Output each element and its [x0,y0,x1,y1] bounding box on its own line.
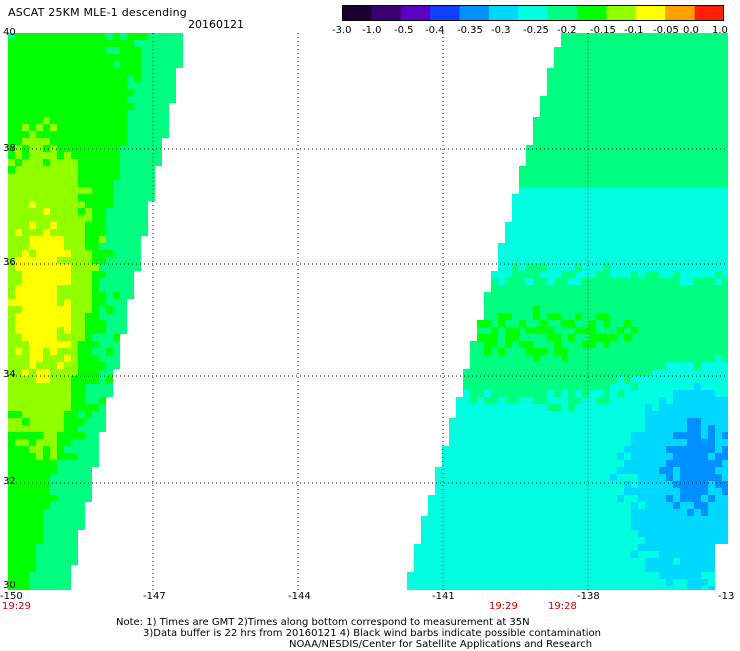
colorbar-tick-11: 0.0 [683,25,699,36]
colorbar-tick-9: -0.1 [624,25,644,36]
colorbar-segment [518,5,549,21]
lat-label-32: 32 [3,476,16,487]
lat-label-40: 40 [3,27,16,38]
colorbar-segment [577,5,608,21]
colorbar-segment [547,5,578,21]
lon-label-135: -13 [718,591,735,602]
note-line-1: Note: 1) Times are GMT 2)Times along bot… [116,617,530,628]
pass-time-mid: 19:29 [489,601,518,612]
colorbar-tick-1: -1.0 [362,25,382,36]
color-scale-bar [342,5,724,21]
colorbar-tick-5: -0.3 [491,25,511,36]
colorbar-tick-8: -0.15 [590,25,616,36]
colorbar-segment [371,5,402,21]
lat-label-38: 38 [3,143,16,154]
lon-label-141: -141 [432,591,455,602]
colorbar-tick-10: -0.05 [653,25,679,36]
graticule [8,33,728,590]
colorbar-tick-12: 1.0 [712,25,728,36]
lat-label-34: 34 [3,369,16,380]
colorbar-segment [342,5,372,21]
wind-swath-map [8,33,728,590]
pass-time-left: 19:29 [2,601,31,612]
colorbar-segment [430,5,461,21]
credit-line: NOAA/NESDIS/Center for Satellite Applica… [289,639,593,650]
colorbar-tick-4: -0.35 [457,25,483,36]
colorbar-tick-7: -0.2 [557,25,577,36]
colorbar-segment [635,5,666,21]
lat-label-36: 36 [3,257,16,268]
note-line-2: 3)Data buffer is 22 hrs from 20160121 4)… [143,628,601,639]
colorbar-segment [400,5,431,21]
lon-label-138: -138 [577,591,600,602]
lon-label-150: -150 [0,591,23,602]
swath-cells [8,33,728,590]
lat-label-30: 30 [3,580,16,591]
colorbar-segment [665,5,696,21]
product-date: 20160121 [188,18,244,31]
product-title: ASCAT 25KM MLE-1 descending [8,6,187,19]
colorbar-border [342,5,724,21]
lon-label-147: -147 [143,591,166,602]
colorbar-segment [694,5,724,21]
colorbar-tick-3: -0.4 [425,25,445,36]
colorbar-tick-0: -3.0 [332,25,352,36]
colorbar-tick-2: -0.5 [394,25,414,36]
colorbar-segment [459,5,490,21]
colorbar-segment [606,5,637,21]
pass-time-right: 19:28 [548,601,577,612]
colorbar-tick-6: -0.25 [523,25,549,36]
lon-label-144: -144 [288,591,311,602]
colorbar-segment [488,5,519,21]
